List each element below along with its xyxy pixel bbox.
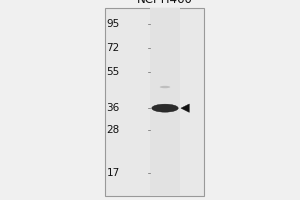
Bar xyxy=(150,8,180,196)
Text: 72: 72 xyxy=(106,43,120,53)
Text: 17: 17 xyxy=(106,168,120,178)
Text: NCI-H460: NCI-H460 xyxy=(137,0,193,6)
Text: 95: 95 xyxy=(106,19,120,29)
Text: 55: 55 xyxy=(106,67,120,77)
Ellipse shape xyxy=(160,86,170,88)
Polygon shape xyxy=(181,104,189,112)
Text: 28: 28 xyxy=(106,125,120,135)
Bar xyxy=(105,8,204,196)
Text: 36: 36 xyxy=(106,103,120,113)
Ellipse shape xyxy=(152,104,178,112)
